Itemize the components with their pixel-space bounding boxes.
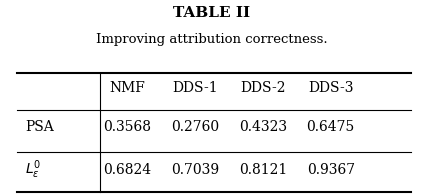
- Text: Improving attribution correctness.: Improving attribution correctness.: [96, 33, 328, 46]
- Text: 0.4323: 0.4323: [239, 120, 287, 134]
- Text: NMF: NMF: [109, 81, 145, 95]
- Text: TABLE II: TABLE II: [173, 6, 251, 20]
- Text: PSA: PSA: [25, 120, 54, 134]
- Text: DDS-2: DDS-2: [240, 81, 286, 95]
- Text: 0.9367: 0.9367: [307, 163, 355, 177]
- Text: 0.6824: 0.6824: [103, 163, 151, 177]
- Text: 0.8121: 0.8121: [239, 163, 287, 177]
- Text: DDS-1: DDS-1: [172, 81, 218, 95]
- Text: DDS-3: DDS-3: [308, 81, 354, 95]
- Text: 0.7039: 0.7039: [171, 163, 219, 177]
- Text: 0.2760: 0.2760: [171, 120, 219, 134]
- Text: 0.6475: 0.6475: [307, 120, 355, 134]
- Text: $L_{\epsilon}^{0}$: $L_{\epsilon}^{0}$: [25, 158, 42, 181]
- Text: 0.3568: 0.3568: [103, 120, 151, 134]
